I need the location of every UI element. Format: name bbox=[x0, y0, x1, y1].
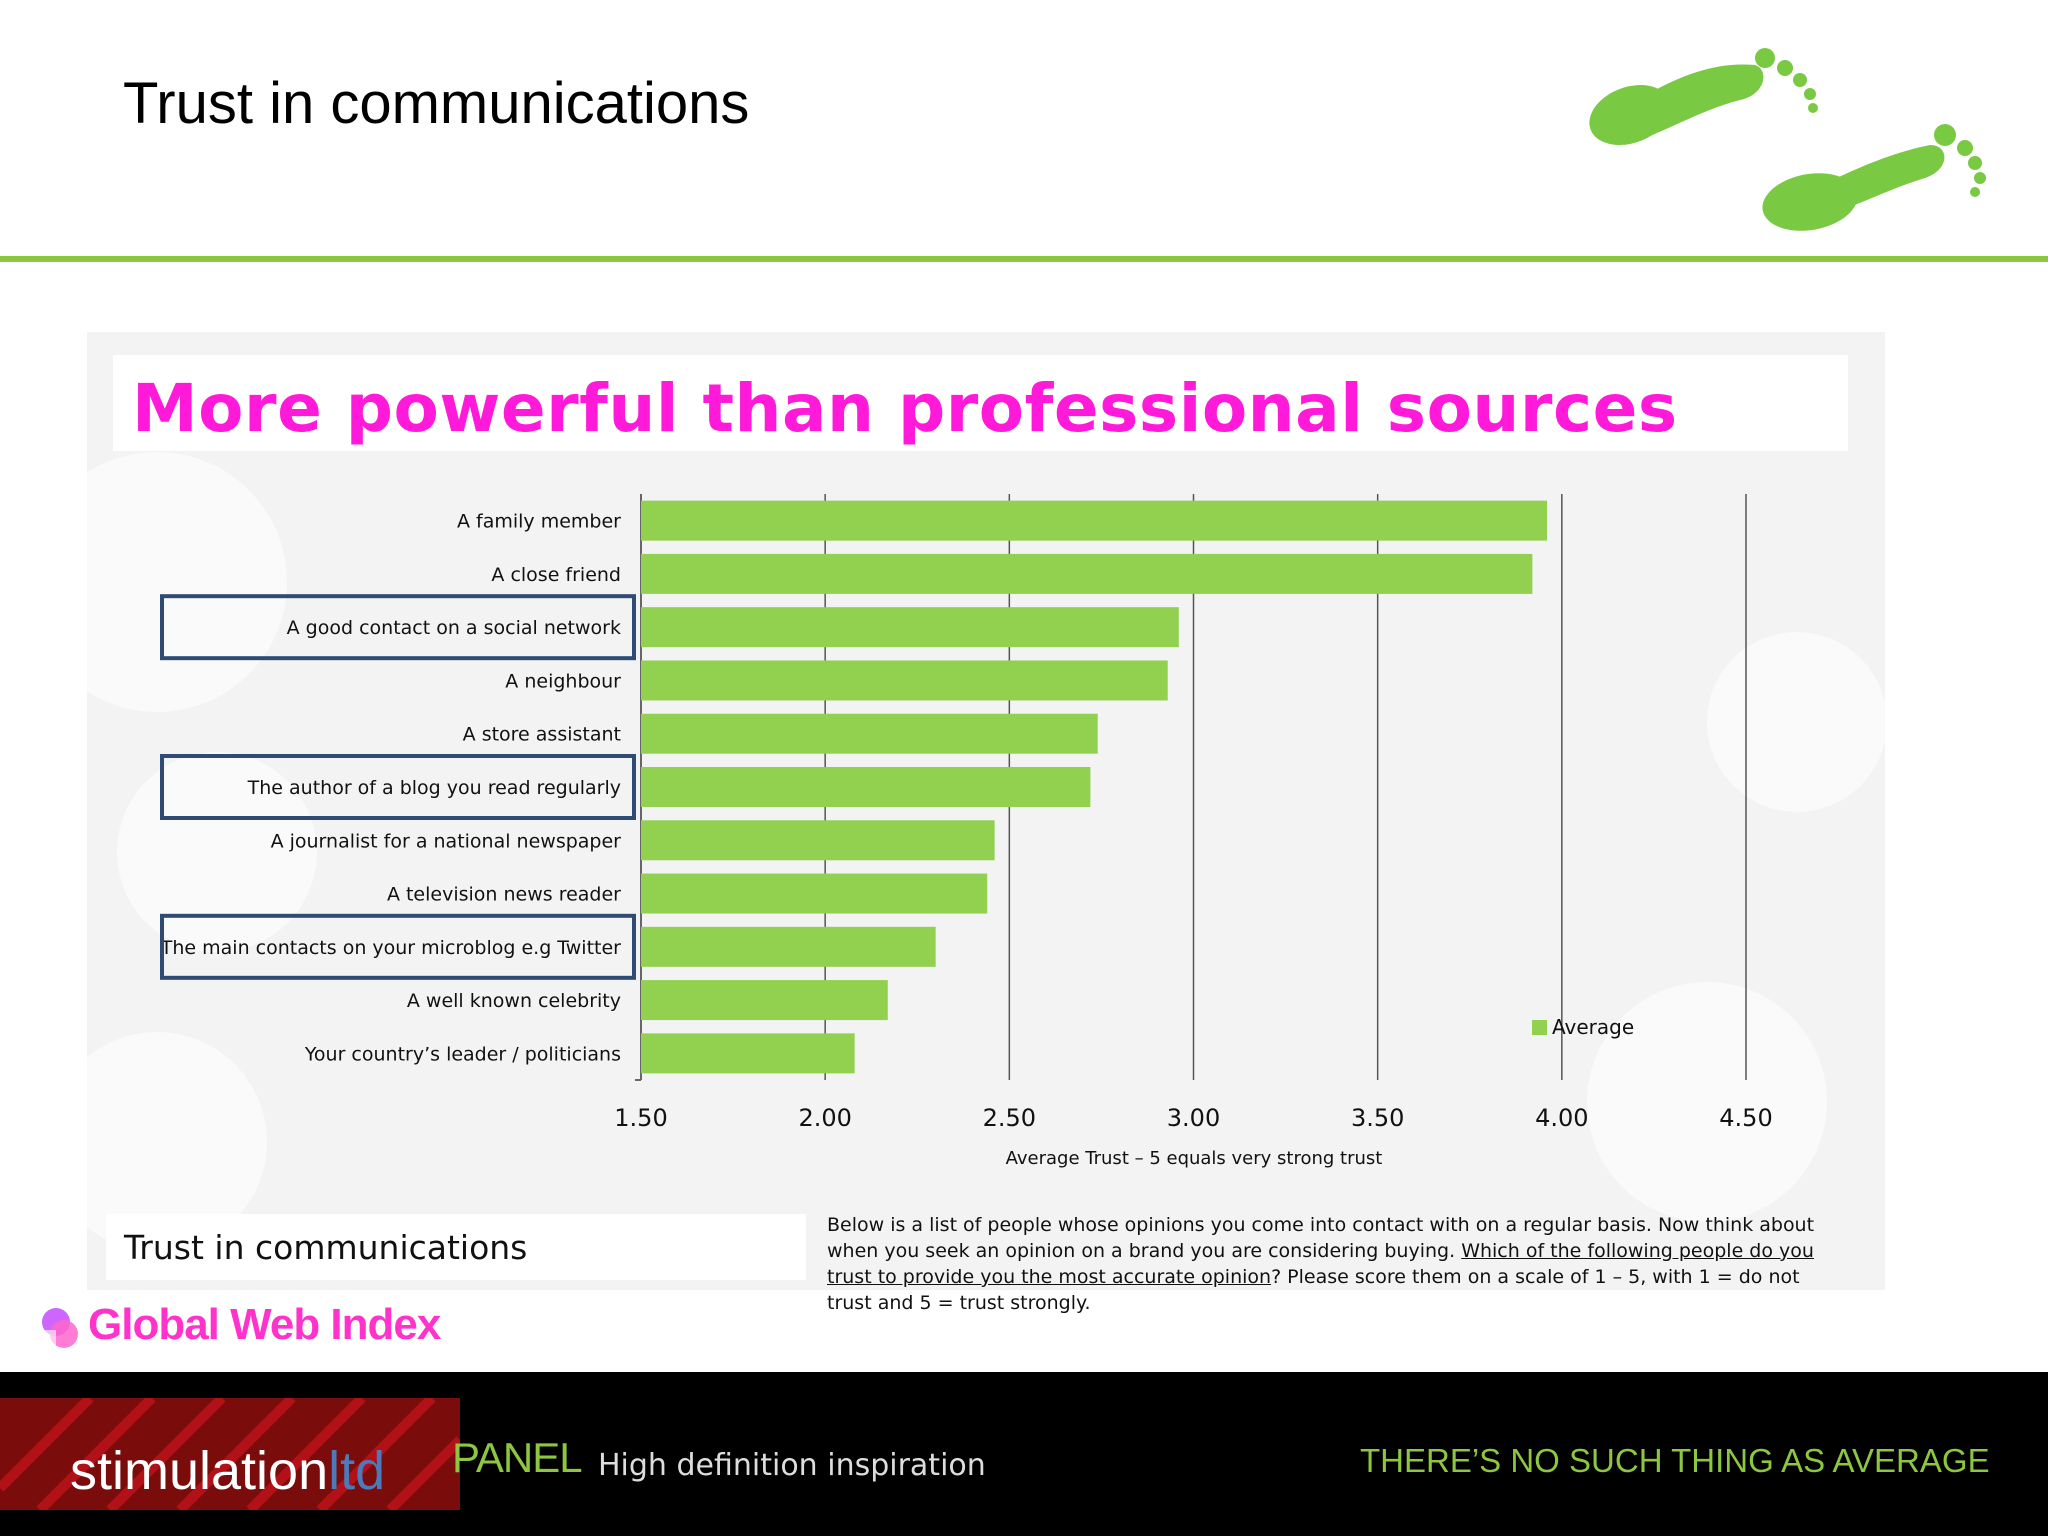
global-web-index-logo-text: Global Web Index bbox=[88, 1300, 441, 1349]
question-text-2: ? Please score them on a scale of 1 – 5,… bbox=[827, 1266, 1800, 1314]
x-tick-label-4.50: 4.50 bbox=[1719, 1104, 1772, 1132]
footer-box bbox=[106, 1214, 806, 1280]
highlight-box-5 bbox=[160, 754, 636, 820]
footer-label: Trust in communications bbox=[124, 1228, 528, 1267]
category-label-3: A neighbour bbox=[505, 670, 621, 692]
bar-8 bbox=[641, 926, 936, 967]
category-label-8: The main contacts on your microblog e.g … bbox=[160, 937, 621, 959]
bar-7 bbox=[641, 873, 988, 914]
x-axis-title: Average Trust – 5 equals very strong tru… bbox=[1006, 1148, 1383, 1169]
bar-0 bbox=[641, 500, 1548, 541]
category-label-6: A journalist for a national newspaper bbox=[271, 830, 622, 852]
category-label-5: The author of a blog you read regularly bbox=[247, 777, 621, 799]
bar-10 bbox=[641, 1033, 855, 1074]
footprints-logo bbox=[1589, 48, 1986, 231]
stimulation-logo: stimulationltd bbox=[70, 1441, 386, 1501]
x-tick-label-3.50: 3.50 bbox=[1351, 1104, 1404, 1132]
panel-logo-text: PANEL bbox=[452, 1434, 583, 1481]
bar-3 bbox=[641, 660, 1168, 701]
category-label-4: A store assistant bbox=[463, 724, 621, 746]
category-label-10: Your country’s leader / politicians bbox=[304, 1043, 621, 1065]
x-tick-label-2.00: 2.00 bbox=[798, 1104, 851, 1132]
bar-4 bbox=[641, 713, 1098, 754]
bar-2 bbox=[641, 607, 1179, 648]
question-underlined: Which of the following people do you tru… bbox=[827, 1240, 1814, 1288]
x-tick-label-4.00: 4.00 bbox=[1535, 1104, 1588, 1132]
category-label-1: A close friend bbox=[491, 564, 621, 586]
stimulation-logo-background bbox=[0, 1398, 460, 1510]
tagline-left: High definition inspiration bbox=[598, 1448, 986, 1483]
category-label-0: A family member bbox=[457, 511, 621, 533]
question-text-1: Below is a list of people whose opinions… bbox=[827, 1214, 1815, 1262]
x-tick-label-1.50: 1.50 bbox=[614, 1104, 667, 1132]
x-tick-label-3.00: 3.00 bbox=[1167, 1104, 1220, 1132]
embedded-slide bbox=[87, 332, 1885, 1290]
x-tick-label-2.50: 2.50 bbox=[983, 1104, 1036, 1132]
tagline-right: THERE’S NO SUCH THING AS AVERAGE bbox=[1360, 1442, 1990, 1479]
legend-label: Average bbox=[1552, 1015, 1634, 1039]
highlight-box-8 bbox=[160, 913, 636, 980]
category-label-7: A television news reader bbox=[387, 884, 621, 906]
bar-5 bbox=[641, 767, 1091, 807]
global-web-index-logo-icon bbox=[40, 1308, 78, 1348]
slide-title: Trust in communications bbox=[123, 71, 750, 136]
highlight-box-2 bbox=[160, 594, 636, 661]
legend-swatch bbox=[1532, 1020, 1547, 1035]
header-rule bbox=[0, 256, 2048, 262]
category-label-2: A good contact on a social network bbox=[287, 617, 621, 639]
bar-9 bbox=[641, 980, 888, 1021]
bar-6 bbox=[641, 820, 995, 861]
headline-box bbox=[113, 355, 1848, 451]
survey-question: Below is a list of people whose opinions… bbox=[827, 1212, 1847, 1316]
bar-1 bbox=[641, 553, 1533, 594]
trust-bar-chart: A family member A close friend A good cont… bbox=[160, 494, 1773, 1169]
headline: More powerful than professional sources bbox=[132, 370, 1678, 447]
category-label-9: A well known celebrity bbox=[407, 990, 621, 1012]
